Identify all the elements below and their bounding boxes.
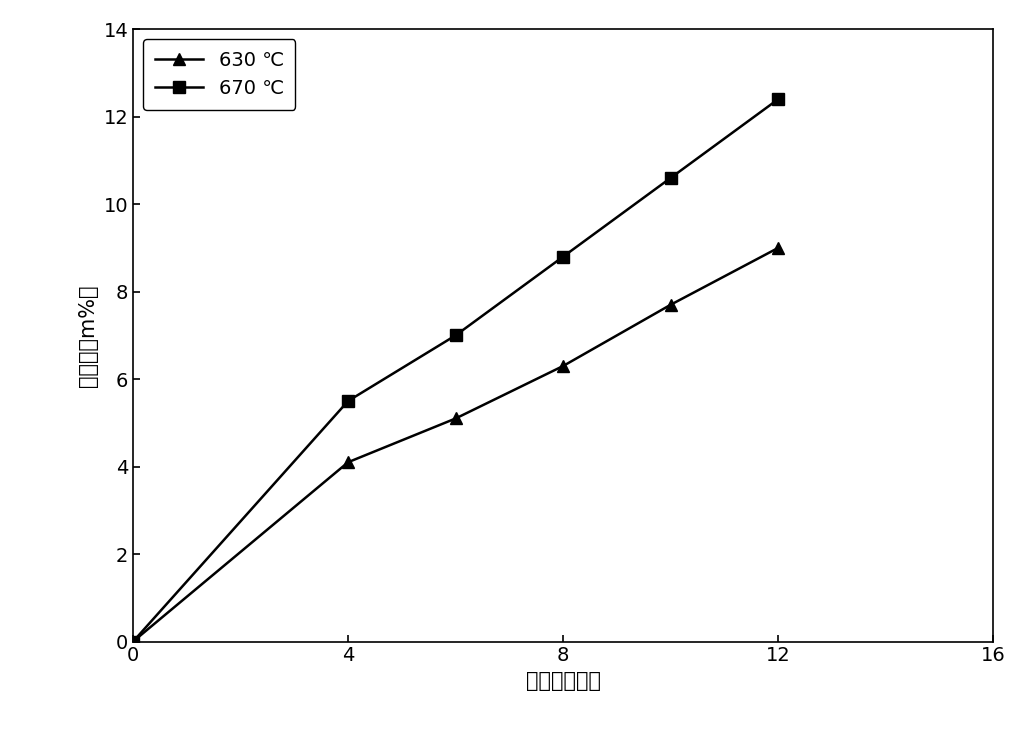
630 ℃ [127, 637, 139, 646]
670 ℃ [665, 174, 677, 182]
670 ℃ [450, 331, 462, 340]
670 ℃ [557, 252, 569, 261]
670 ℃ [127, 637, 139, 646]
Line: 630 ℃: 630 ℃ [127, 241, 784, 648]
630 ℃ [342, 458, 354, 467]
Line: 670 ℃: 670 ℃ [127, 93, 784, 648]
Legend: 630 ℃, 670 ℃: 630 ℃, 670 ℃ [142, 39, 296, 110]
Y-axis label: 含炭量（m%）: 含炭量（m%） [78, 284, 98, 386]
630 ℃ [450, 414, 462, 423]
X-axis label: 时间（小时）: 时间（小时） [525, 671, 601, 691]
630 ℃ [772, 243, 784, 252]
670 ℃ [772, 95, 784, 104]
630 ℃ [665, 300, 677, 309]
670 ℃ [342, 397, 354, 405]
630 ℃ [557, 362, 569, 370]
